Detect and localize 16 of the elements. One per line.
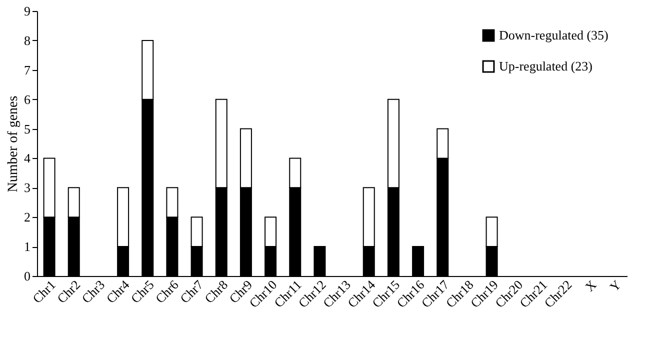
y-tick-label: 8	[24, 32, 30, 48]
x-tick-label: Y	[606, 276, 624, 294]
y-tick-label: 2	[24, 210, 30, 225]
legend-label: Down-regulated (35)	[499, 28, 608, 42]
x-tick-label: X	[582, 276, 600, 294]
y-tick-label: 1	[24, 239, 30, 254]
y-tick-label: 3	[24, 180, 30, 196]
y-tick-label: 6	[24, 92, 31, 107]
legend-label: Up-regulated (23)	[499, 58, 592, 74]
y-tick-label: 7	[24, 62, 31, 78]
y-tick-label: 4	[24, 150, 31, 166]
y-tick-label: 0	[24, 268, 30, 284]
y-tick-label: 9	[24, 4, 30, 18]
y-axis-title: Number of genes	[6, 96, 21, 192]
y-tick-label: 5	[24, 121, 30, 136]
x-tick-label: Chr8	[202, 277, 231, 306]
